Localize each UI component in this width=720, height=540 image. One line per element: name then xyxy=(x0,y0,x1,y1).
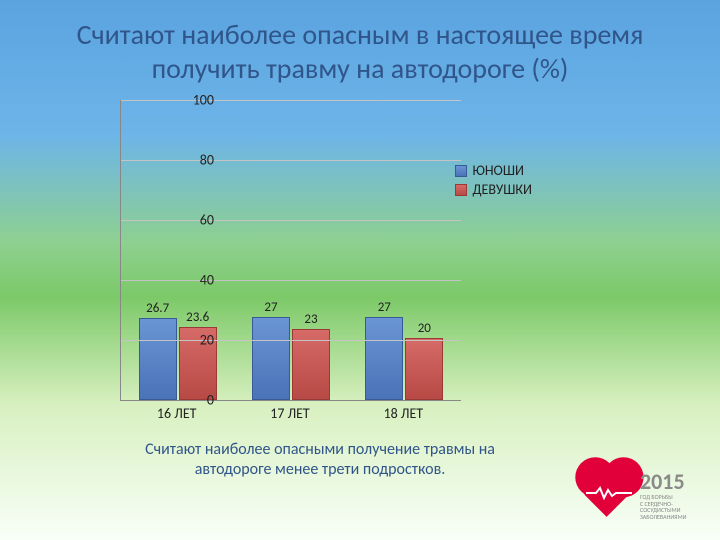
legend-label: ЮНОШИ xyxy=(473,162,524,179)
bar-value: 20 xyxy=(418,321,431,336)
caption: Считают наиболее опасными получение трав… xyxy=(130,440,510,480)
bar-groups: 26.723.627232720 xyxy=(121,100,461,400)
plot-area: 26.723.627232720 xyxy=(120,100,461,401)
bar: 20 xyxy=(405,338,443,400)
bar: 26.7 xyxy=(139,318,177,400)
x-label: 16 ЛЕТ xyxy=(157,405,196,422)
y-tick: 80 xyxy=(174,152,214,169)
y-tick: 100 xyxy=(174,92,214,109)
y-tick: 60 xyxy=(174,212,214,229)
y-tick: 40 xyxy=(174,272,214,289)
slide: Считают наиболее опасным в настоящее вре… xyxy=(0,0,720,540)
pulse-icon xyxy=(586,486,632,500)
slide-title: Считают наиболее опасным в настоящее вре… xyxy=(60,18,660,85)
bar-group: 27 23 xyxy=(252,100,330,400)
x-label: 18 ЛЕТ xyxy=(384,405,423,422)
legend-label: ДЕВУШКИ xyxy=(473,181,532,198)
bar-chart: 26.723.627232720 020406080100 16 ЛЕТ17 Л… xyxy=(70,100,510,430)
legend-item: ЮНОШИ xyxy=(455,162,532,179)
legend-swatch xyxy=(455,165,467,177)
bar: 27 xyxy=(365,317,403,400)
x-label: 17 ЛЕТ xyxy=(270,405,309,422)
y-tick: 20 xyxy=(174,332,214,349)
logo-year: 2015 xyxy=(640,468,685,495)
x-labels: 16 ЛЕТ 17 ЛЕТ 18 ЛЕТ xyxy=(120,405,460,422)
bar-value: 26.7 xyxy=(146,301,169,316)
bar-value: 27 xyxy=(264,300,277,315)
bar-value: 27 xyxy=(378,300,391,315)
bar-group: 26.7 23.6 xyxy=(139,100,217,400)
bar-value: 23.6 xyxy=(186,310,209,325)
year-logo: 2015 ГОД БОРЬБЫС СЕРДЕЧНО-СОСУДИСТЫМИЗАБ… xyxy=(582,458,702,528)
bar: 27 xyxy=(252,317,290,400)
bar-group: 2720 xyxy=(365,100,443,400)
logo-text: ГОД БОРЬБЫС СЕРДЕЧНО-СОСУДИСТЫМИЗАБОЛЕВА… xyxy=(640,494,702,520)
legend-item: ДЕВУШКИ xyxy=(455,181,532,198)
legend: ЮНОШИ ДЕВУШКИ xyxy=(455,160,532,200)
legend-swatch xyxy=(455,184,467,196)
bar-value: 23 xyxy=(304,312,317,327)
